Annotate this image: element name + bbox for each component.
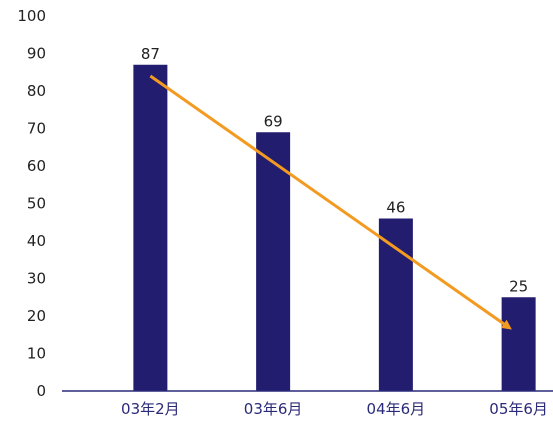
data-label: 25: [509, 277, 528, 295]
y-tick-label: 70: [27, 120, 46, 138]
y-tick-label: 10: [27, 345, 46, 363]
x-tick-label: 03年2月: [121, 400, 180, 418]
data-label: 69: [264, 112, 283, 130]
x-tick-label: 03年6月: [244, 400, 303, 418]
y-tick-label: 100: [17, 7, 46, 25]
x-axis-ticks: 03年2月 03年6月 04年6月 05年6月: [121, 400, 548, 418]
y-tick-label: 20: [27, 307, 46, 325]
data-label: 87: [141, 45, 160, 63]
bar: [378, 218, 413, 391]
y-tick-label: 90: [27, 45, 46, 63]
x-tick-label: 04年6月: [367, 400, 426, 418]
bars: [133, 64, 536, 391]
y-tick-label: 60: [27, 157, 46, 175]
bar: [501, 297, 536, 391]
y-tick-label: 0: [36, 382, 46, 400]
y-tick-label: 30: [27, 270, 46, 288]
y-tick-label: 40: [27, 232, 46, 250]
data-label: 46: [386, 199, 405, 217]
y-tick-label: 50: [27, 195, 46, 213]
y-tick-label: 80: [27, 82, 46, 100]
x-tick-label: 05年6月: [489, 400, 548, 418]
data-labels: 87 69 46 25: [141, 45, 528, 296]
bar: [133, 64, 168, 391]
trend-arrow: [149, 74, 512, 330]
bar: [256, 132, 291, 391]
y-axis-ticks: 0 10 20 30 40 50 60 70 80 90 100: [17, 7, 46, 400]
